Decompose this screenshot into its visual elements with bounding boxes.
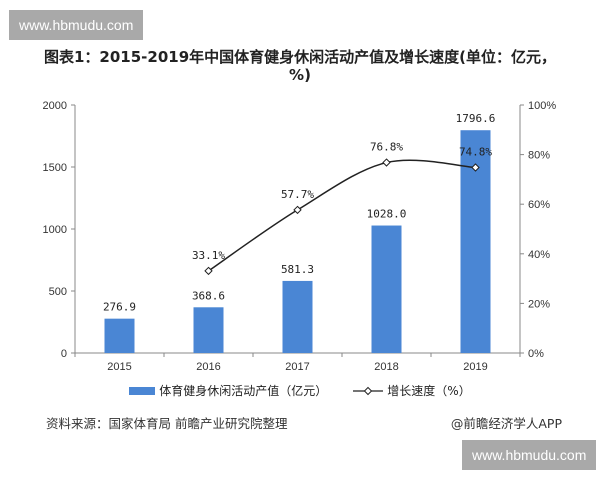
- x-tick-label: 2017: [285, 361, 309, 373]
- bar: [193, 307, 224, 353]
- credit-note: @前瞻经济学人APP: [450, 416, 562, 431]
- y-tick-label: 2000: [43, 100, 67, 112]
- legend-label-line: 增长速度（%）: [387, 384, 471, 398]
- growth-label: 33.1%: [192, 249, 225, 262]
- legend-label-bar: 体育健身休闲活动产值（亿元）: [159, 384, 328, 398]
- bar-label: 581.3: [281, 263, 314, 276]
- watermark-bottom: www.hbmudu.com: [462, 440, 597, 470]
- growth-point: [382, 158, 391, 167]
- y-tick-label: 1000: [43, 224, 67, 236]
- legend-swatch-bar: [129, 386, 156, 395]
- growth-point: [471, 163, 480, 172]
- x-tick-label: 2016: [196, 361, 220, 373]
- bar: [371, 225, 402, 353]
- bar-label: 1796.6: [456, 112, 496, 125]
- legend-line-marker-icon: [353, 386, 384, 395]
- legend-item-bar: 体育健身休闲活动产值（亿元）: [129, 382, 327, 399]
- y-tick-label: 1500: [43, 162, 67, 174]
- y2-tick-label: 0%: [528, 348, 544, 360]
- bar-label: 1028.0: [367, 208, 407, 221]
- y2-tick-label: 100%: [528, 100, 556, 112]
- growth-point: [293, 205, 302, 215]
- source-note: 资料来源：国家体育局 前瞻产业研究院整理: [46, 416, 288, 431]
- bar-label: 368.6: [192, 289, 225, 302]
- bar: [104, 318, 135, 353]
- y2-tick-label: 40%: [528, 249, 550, 261]
- growth-label: 76.8%: [370, 141, 403, 154]
- growth-label: 57.7%: [281, 188, 314, 201]
- bar-label: 276.9: [103, 301, 136, 314]
- y-tick-label: 0: [61, 348, 67, 360]
- y2-tick-label: 80%: [528, 150, 550, 162]
- x-tick-label: 2015: [107, 361, 131, 373]
- growth-point: [204, 266, 213, 276]
- chart-title: 图表1：2015-2019年中国体育健身休闲活动产值及增长速度(单位：亿元，%): [43, 48, 557, 84]
- y2-tick-label: 60%: [528, 199, 550, 211]
- y2-tick-label: 20%: [528, 298, 550, 310]
- legend-item-line: 增长速度（%）: [353, 382, 471, 399]
- watermark-top: www.hbmudu.com: [9, 10, 144, 40]
- x-tick-label: 2018: [374, 361, 398, 373]
- growth-line: [208, 159, 476, 272]
- x-tick-label: 2019: [463, 361, 487, 373]
- bar: [282, 280, 313, 353]
- y-tick-label: 500: [49, 286, 67, 298]
- growth-label: 74.8%: [459, 145, 492, 158]
- legend: 体育健身休闲活动产值（亿元） 增长速度（%）: [0, 382, 600, 399]
